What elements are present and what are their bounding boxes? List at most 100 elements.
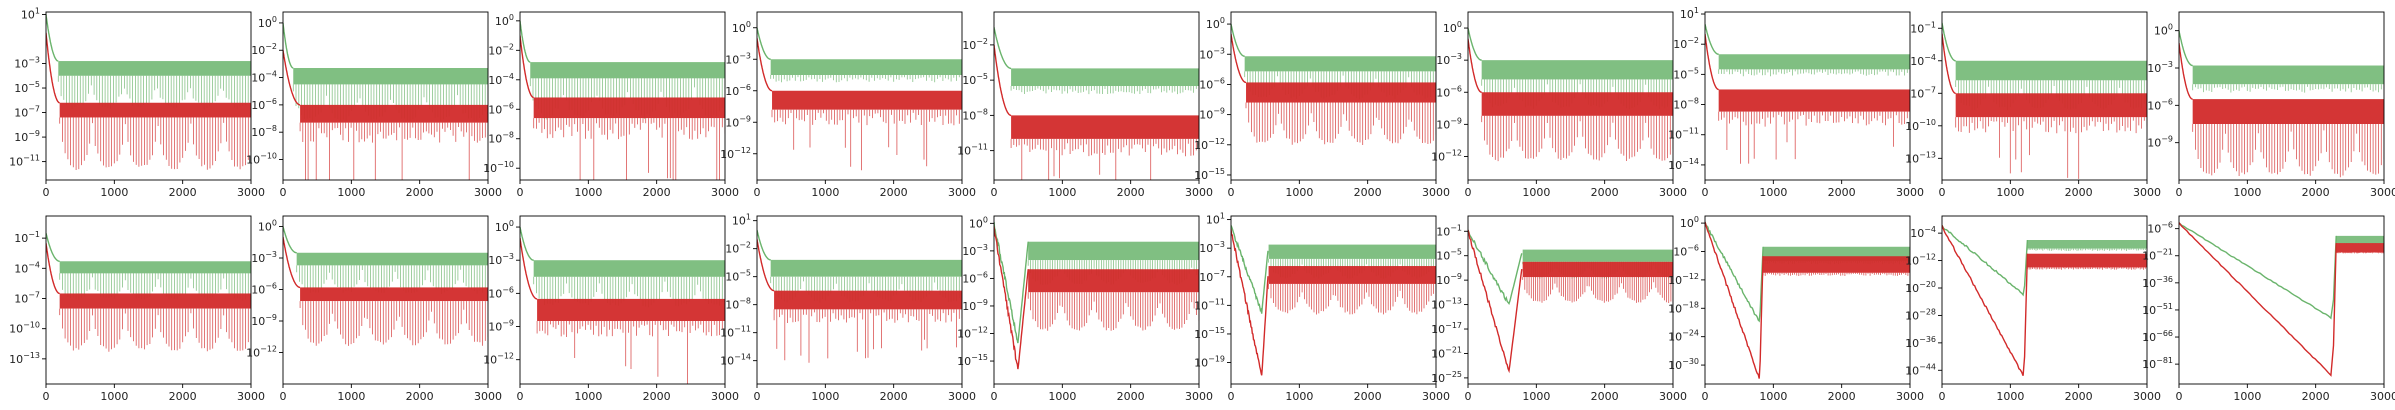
- y-tick-label: 101: [21, 6, 40, 21]
- y-tick-label: 10−6: [251, 97, 277, 112]
- y-tick-label: 10−8: [1673, 97, 1699, 112]
- y-tick-label: 10−9: [14, 129, 40, 144]
- y-tick-label: 101: [732, 213, 751, 228]
- series-green-band: [59, 261, 251, 274]
- series-red: [1942, 225, 2147, 376]
- y-tick-label: 10−6: [1199, 76, 1225, 91]
- plot-area: [1231, 225, 1436, 376]
- series-red: [46, 243, 251, 352]
- series-red: [1705, 34, 1910, 164]
- series-red: [1705, 221, 1910, 379]
- x-tick-label: 0: [1702, 390, 1709, 403]
- series-red-oscillation: [1762, 272, 1910, 276]
- y-tick-label: 10−11: [720, 325, 751, 340]
- series-red-descent: [46, 243, 60, 295]
- x-tick-label: 3000: [1659, 186, 1687, 199]
- series-green-oscillation: [292, 84, 488, 122]
- y-tick-label: 10−3: [2147, 60, 2173, 75]
- series-green-descent: [1705, 23, 1719, 55]
- series-red: [1468, 38, 1673, 162]
- y-tick-label: 10−9: [2147, 135, 2173, 150]
- series-red: [1942, 33, 2147, 179]
- x-tick-label: 1000: [1996, 186, 2024, 199]
- y-tick-label: 10−24: [1668, 329, 1699, 344]
- plot-area: [520, 226, 725, 384]
- y-tick-label: 10−6: [2147, 97, 2173, 112]
- series-red-band: [300, 287, 488, 302]
- plot-area: [2179, 222, 2384, 377]
- y-tick-label: 10−11: [957, 143, 988, 158]
- y-tick-label: 10−36: [1905, 335, 1936, 350]
- x-tick-label: 2000: [1828, 390, 1856, 403]
- series-green-band: [1028, 241, 1199, 261]
- y-tick-label: 10−8: [251, 124, 277, 139]
- series-red: [1231, 34, 1436, 145]
- series-green-oscillation: [296, 265, 488, 294]
- x-tick-label: 0: [2176, 186, 2183, 199]
- series-red-descent: [757, 239, 775, 292]
- x-tick-label: 1000: [2233, 390, 2261, 403]
- series-red-band: [1955, 93, 2147, 118]
- axes-frame: [519, 11, 726, 181]
- series-red-descent: [1231, 34, 1246, 84]
- x-tick-label: 3000: [1896, 390, 1924, 403]
- x-tick-label: 3000: [1185, 186, 1213, 199]
- x-tick-label: 0: [991, 186, 998, 199]
- series-green: [283, 22, 488, 122]
- series-red-descent: [1468, 38, 1482, 93]
- series-red-descent: [1705, 221, 1764, 379]
- y-tick-label: 10−25: [1431, 370, 1462, 385]
- series-green-descent: [283, 22, 294, 69]
- series-green-descent: [1942, 225, 2029, 297]
- series-red: [1231, 228, 1436, 376]
- x-tick-label: 3000: [2133, 390, 2161, 403]
- y-tick-label: 100: [732, 20, 751, 35]
- y-tick-label: 10−3: [1199, 240, 1225, 255]
- y-tick-label: 10−4: [1910, 225, 1936, 240]
- series-red-oscillation: [2192, 124, 2384, 178]
- series-green-oscillation: [770, 276, 962, 303]
- axes-frame: [1941, 215, 2148, 385]
- series-green-oscillation: [1010, 86, 1199, 95]
- x-tick-label: 2000: [1591, 390, 1619, 403]
- y-tick-label: 10−18: [1668, 300, 1699, 315]
- series-red-oscillation: [2027, 267, 2147, 270]
- series-red-descent: [1705, 34, 1719, 91]
- series-red-band: [2192, 99, 2384, 124]
- series-green: [283, 226, 488, 294]
- x-tick-label: 1000: [1522, 390, 1550, 403]
- y-tick-label: 10−14: [720, 353, 751, 368]
- x-tick-label: 0: [280, 390, 287, 403]
- series-red-oscillation: [59, 117, 251, 170]
- y-tick-label: 10−17: [1431, 321, 1462, 336]
- series-red-oscillation: [59, 308, 251, 352]
- y-tick-label: 10−11: [1668, 127, 1699, 142]
- axes-frame: [45, 11, 252, 181]
- y-tick-label: 10−20: [1905, 280, 1936, 295]
- series-green-band: [1955, 60, 2147, 81]
- y-tick-label: 10−7: [1199, 269, 1225, 284]
- series-green-descent: [757, 229, 771, 261]
- axes-frame: [45, 215, 252, 385]
- y-tick-label: 100: [258, 219, 277, 234]
- series-green: [520, 226, 725, 308]
- chart-panel-r2-c8: 0 1000 2000 3000 100 10−6 10−12 10−18 10−24 10−30: [1668, 215, 1924, 403]
- x-tick-label: 3000: [1422, 186, 1450, 199]
- y-tick-label: 10−12: [246, 345, 277, 360]
- series-red-band: [59, 293, 251, 309]
- series-red-descent: [520, 35, 534, 99]
- x-tick-label: 0: [2176, 390, 2183, 403]
- series-green-descent: [994, 27, 1012, 70]
- plot-area: [994, 221, 1199, 370]
- y-tick-label: 10−81: [2142, 356, 2173, 371]
- y-tick-label: 10−5: [725, 269, 751, 284]
- series-green-descent: [520, 20, 531, 63]
- y-tick-label: 10−3: [1436, 52, 1462, 67]
- series-green-band: [1522, 249, 1673, 262]
- y-tick-label: 10−7: [14, 290, 40, 305]
- series-red-oscillation: [773, 309, 962, 363]
- series-green-oscillation: [2192, 84, 2384, 93]
- x-tick-label: 0: [1465, 186, 1472, 199]
- y-tick-label: 101: [1680, 6, 1699, 21]
- x-tick-label: 2000: [1117, 390, 1145, 403]
